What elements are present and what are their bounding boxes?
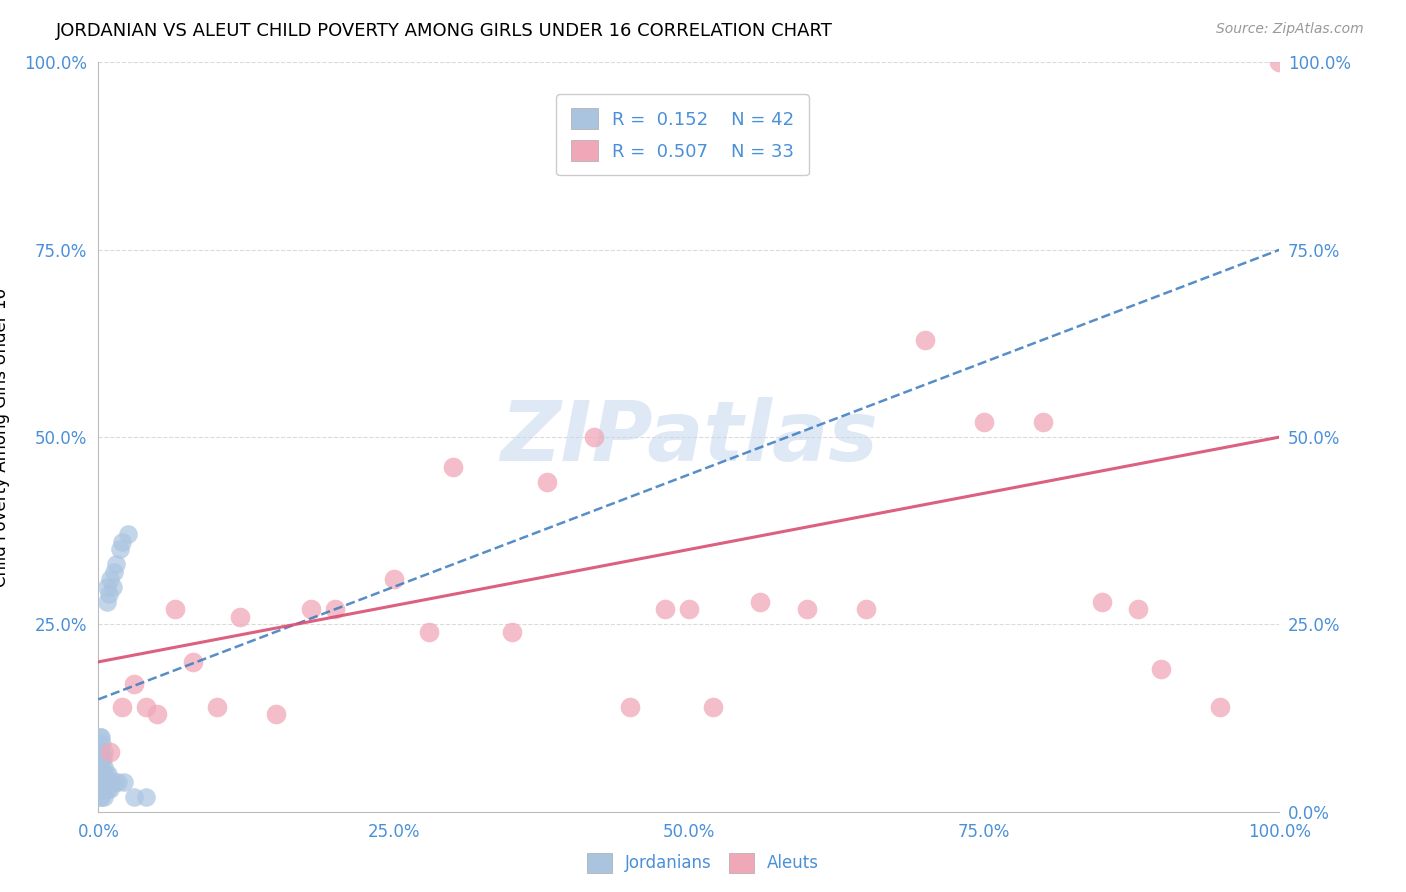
Point <box>678 602 700 616</box>
Point <box>87 767 110 781</box>
Point <box>90 730 112 744</box>
Point <box>1032 415 1054 429</box>
Point <box>619 699 641 714</box>
Point <box>93 760 115 774</box>
Point <box>100 774 122 789</box>
Point <box>90 774 112 789</box>
Point <box>89 767 111 781</box>
Point <box>91 767 114 781</box>
Point <box>96 580 118 594</box>
Point <box>654 602 676 616</box>
Point <box>91 767 114 781</box>
Point <box>98 573 121 587</box>
Y-axis label: Child Poverty Among Girls Under 16: Child Poverty Among Girls Under 16 <box>0 287 10 587</box>
Point <box>146 707 169 722</box>
Point <box>117 527 139 541</box>
Point <box>323 602 346 616</box>
Point <box>135 699 157 714</box>
Point <box>97 782 120 797</box>
Point <box>229 610 252 624</box>
Point <box>1209 699 1232 714</box>
Point <box>89 789 111 804</box>
Point <box>855 602 877 616</box>
Point <box>103 565 125 579</box>
Point <box>107 774 129 789</box>
Point <box>181 655 204 669</box>
Point <box>105 558 128 572</box>
Point <box>111 535 134 549</box>
Point <box>94 767 117 781</box>
Point <box>122 677 145 691</box>
Point <box>1150 662 1173 676</box>
Point <box>1091 595 1114 609</box>
Point <box>94 782 117 797</box>
Point <box>748 595 770 609</box>
Legend: R =  0.152    N = 42, R =  0.507    N = 33: R = 0.152 N = 42, R = 0.507 N = 33 <box>557 94 808 176</box>
Point <box>165 602 187 616</box>
Point <box>90 745 112 759</box>
Point <box>93 789 115 804</box>
Text: JORDANIAN VS ALEUT CHILD POVERTY AMONG GIRLS UNDER 16 CORRELATION CHART: JORDANIAN VS ALEUT CHILD POVERTY AMONG G… <box>56 22 834 40</box>
Point <box>98 782 121 797</box>
Point <box>702 699 724 714</box>
Point <box>914 333 936 347</box>
Point <box>97 767 120 781</box>
Point <box>501 624 523 639</box>
Point <box>418 624 440 639</box>
Point <box>89 745 111 759</box>
Point <box>112 774 135 789</box>
Legend: Jordanians, Aleuts: Jordanians, Aleuts <box>581 847 825 880</box>
Point <box>973 415 995 429</box>
Point <box>1268 55 1291 70</box>
Point <box>91 782 114 797</box>
Point <box>135 789 157 804</box>
Point <box>93 745 115 759</box>
Point <box>101 580 124 594</box>
Point <box>104 774 127 789</box>
Text: Source: ZipAtlas.com: Source: ZipAtlas.com <box>1216 22 1364 37</box>
Point <box>796 602 818 616</box>
Point <box>108 542 131 557</box>
Point <box>264 707 287 722</box>
Point <box>91 752 114 766</box>
Point <box>111 699 134 714</box>
Point <box>441 460 464 475</box>
Point <box>91 752 114 766</box>
Point <box>583 430 606 444</box>
Point <box>122 789 145 804</box>
Point <box>91 737 114 751</box>
Point <box>1126 602 1149 616</box>
Point <box>98 587 121 601</box>
Point <box>90 760 112 774</box>
Point <box>205 699 228 714</box>
Text: ZIPatlas: ZIPatlas <box>501 397 877 477</box>
Point <box>90 789 112 804</box>
Point <box>382 573 405 587</box>
Point <box>98 745 121 759</box>
Point <box>299 602 322 616</box>
Point <box>89 730 111 744</box>
Point <box>93 774 115 789</box>
Point <box>536 475 558 489</box>
Point <box>96 595 118 609</box>
Point <box>91 782 114 797</box>
